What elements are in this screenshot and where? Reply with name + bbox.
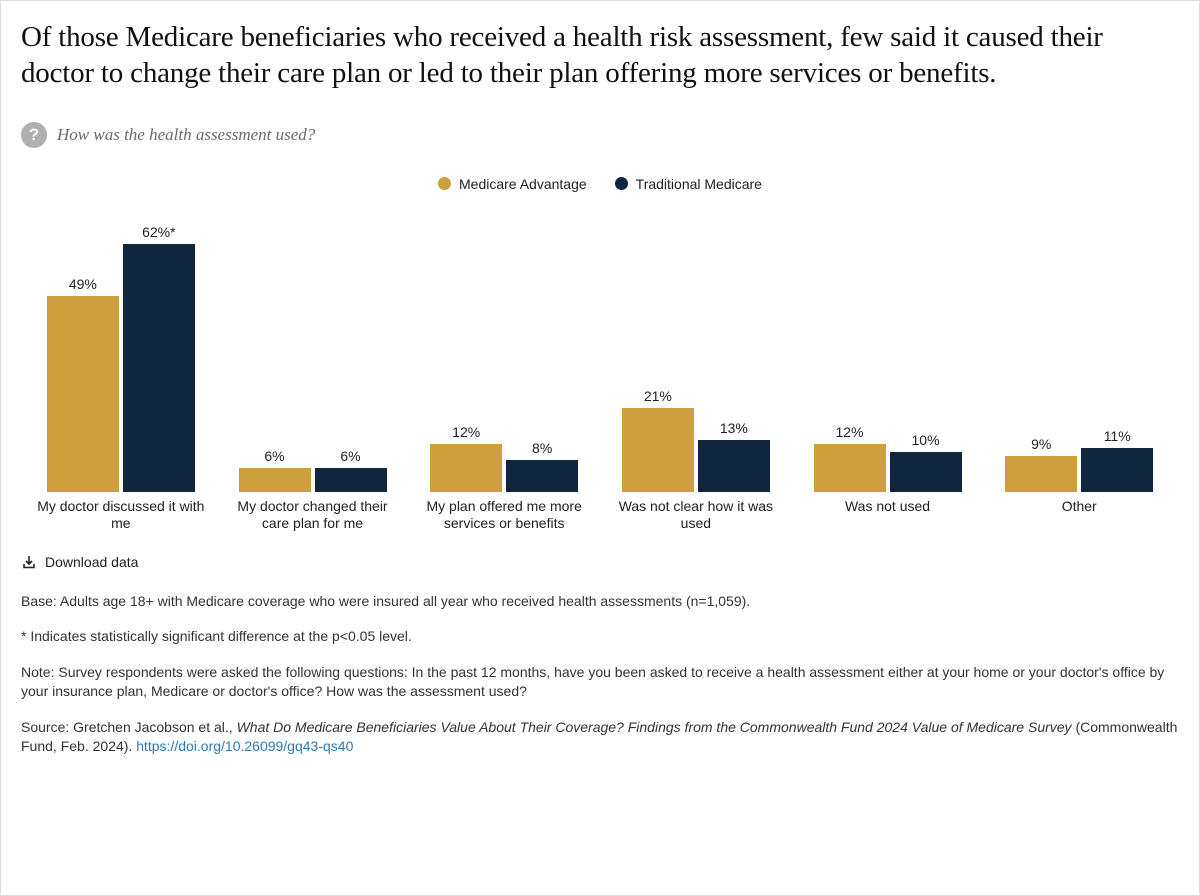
- bar: [123, 244, 195, 492]
- bars-area: 21% 13%: [600, 212, 792, 492]
- category-label: Other: [1056, 498, 1103, 552]
- bar: [622, 408, 694, 492]
- note-source: Source: Gretchen Jacobson et al., What D…: [21, 718, 1179, 757]
- source-title: What Do Medicare Beneficiaries Value Abo…: [237, 719, 1072, 735]
- bar-column: 11%: [1081, 212, 1153, 492]
- chart-notes: Base: Adults age 18+ with Medicare cover…: [21, 592, 1179, 758]
- bar: [239, 468, 311, 492]
- bars-area: 12% 10%: [792, 212, 984, 492]
- note-base: Base: Adults age 18+ with Medicare cover…: [21, 592, 1179, 612]
- bars-area: 6% 6%: [217, 212, 409, 492]
- source-prefix: Source: Gretchen Jacobson et al.,: [21, 719, 237, 735]
- bar-column: 49%: [47, 212, 119, 492]
- category-label: My plan offered me more services or bene…: [408, 498, 600, 552]
- bar: [315, 468, 387, 492]
- bar: [47, 296, 119, 492]
- bar: [506, 460, 578, 492]
- bar-chart: 49%62%*My doctor discussed it with me6%6…: [21, 212, 1179, 552]
- bar-column: 12%: [814, 212, 886, 492]
- bar-value-label: 21%: [644, 388, 672, 404]
- bar-value-label: 10%: [912, 432, 940, 448]
- subtitle-row: ? How was the health assessment used?: [21, 122, 1179, 148]
- bar-group: 6% 6% My doctor changed their care plan fo…: [217, 212, 409, 552]
- bar-group: 49% 62%* My doctor discussed it with me: [25, 212, 217, 552]
- bar: [698, 440, 770, 492]
- bar-value-label: 6%: [264, 448, 284, 464]
- chart-title: Of those Medicare beneficiaries who rece…: [21, 19, 1179, 92]
- bar-value-label: 6%: [340, 448, 360, 464]
- bar: [430, 444, 502, 492]
- bar-column: 13%: [698, 212, 770, 492]
- source-doi-link[interactable]: https://doi.org/10.26099/gq43-qs40: [136, 738, 353, 754]
- bar: [1081, 448, 1153, 492]
- bar-value-label: 62%*: [142, 224, 175, 240]
- bar: [814, 444, 886, 492]
- legend-swatch: [438, 177, 451, 190]
- chart-legend: Medicare Advantage Traditional Medicare: [21, 176, 1179, 192]
- bar-column: 8%: [506, 212, 578, 492]
- bar-column: 6%: [315, 212, 387, 492]
- category-label: Was not used: [839, 498, 936, 552]
- bar-group: 21% 13% Was not clear how it was used: [600, 212, 792, 552]
- bar-column: 62%*: [123, 212, 195, 492]
- download-data-label: Download data: [45, 554, 138, 570]
- bars-area: 12% 8%: [408, 212, 600, 492]
- bar-value-label: 49%: [69, 276, 97, 292]
- bars-area: 9% 11%: [983, 212, 1175, 492]
- legend-item: Medicare Advantage: [438, 176, 587, 192]
- question-icon: ?: [21, 122, 47, 148]
- legend-label: Medicare Advantage: [459, 176, 587, 192]
- bar-column: 12%: [430, 212, 502, 492]
- bar-group: 9% 11% Other: [983, 212, 1175, 552]
- bar: [890, 452, 962, 492]
- category-label: Was not clear how it was used: [600, 498, 792, 552]
- bar-value-label: 9%: [1031, 436, 1051, 452]
- bar-column: 9%: [1005, 212, 1077, 492]
- bar-value-label: 12%: [836, 424, 864, 440]
- bar-group: 12% 8% My plan offered me more services or…: [408, 212, 600, 552]
- download-icon: [21, 554, 37, 570]
- bars-area: 49% 62%*: [25, 212, 217, 492]
- bar-column: 6%: [239, 212, 311, 492]
- bar-group: 12% 10% Was not used: [792, 212, 984, 552]
- bar-value-label: 12%: [452, 424, 480, 440]
- note-significance: * Indicates statistically significant di…: [21, 627, 1179, 647]
- bar-value-label: 11%: [1104, 428, 1131, 444]
- legend-item: Traditional Medicare: [615, 176, 762, 192]
- category-label: My doctor changed their care plan for me: [217, 498, 409, 552]
- bar-column: 21%: [622, 212, 694, 492]
- chart-subtitle: How was the health assessment used?: [57, 125, 315, 145]
- legend-swatch: [615, 177, 628, 190]
- download-data-button[interactable]: Download data: [21, 554, 1179, 570]
- note-question: Note: Survey respondents were asked the …: [21, 663, 1179, 702]
- bar-value-label: 8%: [532, 440, 552, 456]
- bar: [1005, 456, 1077, 492]
- bar-column: 10%: [890, 212, 962, 492]
- bar-value-label: 13%: [720, 420, 748, 436]
- legend-label: Traditional Medicare: [636, 176, 762, 192]
- category-label: My doctor discussed it with me: [25, 498, 217, 552]
